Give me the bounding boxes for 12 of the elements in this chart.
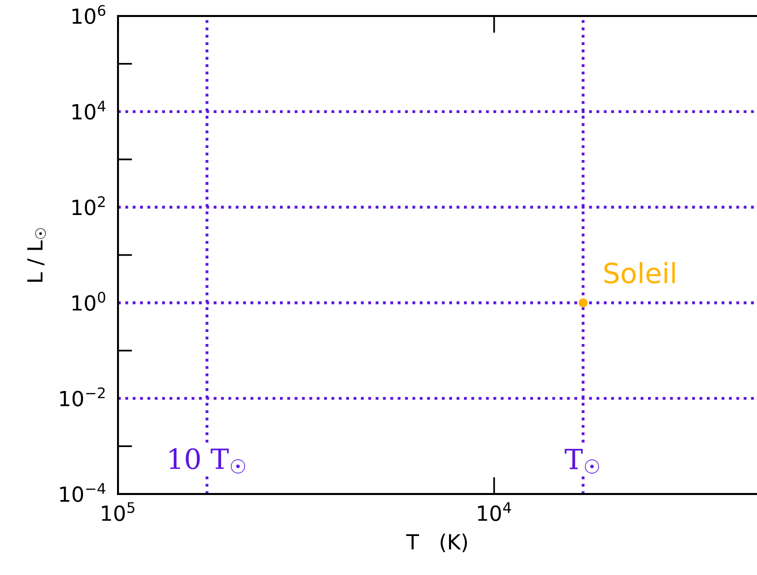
ref-line-label: T$_{☉}$: [564, 448, 600, 474]
y-tick-label: 10$^{0}$: [72, 292, 106, 311]
y-tick-label: 10$^{6}$: [72, 4, 106, 24]
y-tick-label: 10$^{−4}$: [60, 483, 106, 502]
y-axis-title: L / L$_{☉}$: [27, 228, 46, 282]
y-tick-label: 10$^{4}$: [72, 100, 106, 120]
y-tick-label: 10$^{−2}$: [60, 387, 105, 406]
series-label: Soleil: [604, 262, 675, 284]
ref-line-label: 10 T$_{☉}$: [170, 448, 246, 474]
x-tick-label: 10$^{5}$: [102, 502, 134, 522]
y-tick-label: 10$^{2}$: [72, 196, 105, 216]
x-axis-title: T (K): [406, 534, 467, 552]
